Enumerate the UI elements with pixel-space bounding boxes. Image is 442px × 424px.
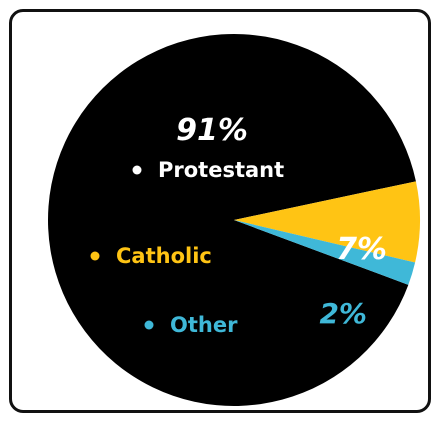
other-value-label: 2% — [319, 297, 367, 330]
catholic-label: Catholic — [116, 244, 212, 268]
protestant-bullet — [133, 166, 142, 175]
other-bullet — [145, 321, 154, 330]
catholic-bullet — [91, 252, 100, 261]
chart-card: 91% Protestant 7% Catholic 2% Other — [9, 9, 431, 413]
catholic-value-label: 7% — [336, 232, 387, 267]
other-label: Other — [170, 313, 238, 337]
protestant-value-label: 91% — [176, 113, 248, 148]
protestant-label: Protestant — [158, 158, 284, 182]
pie-slices — [48, 34, 420, 406]
pie-chart: 91% Protestant 7% Catholic 2% Other — [12, 12, 431, 413]
